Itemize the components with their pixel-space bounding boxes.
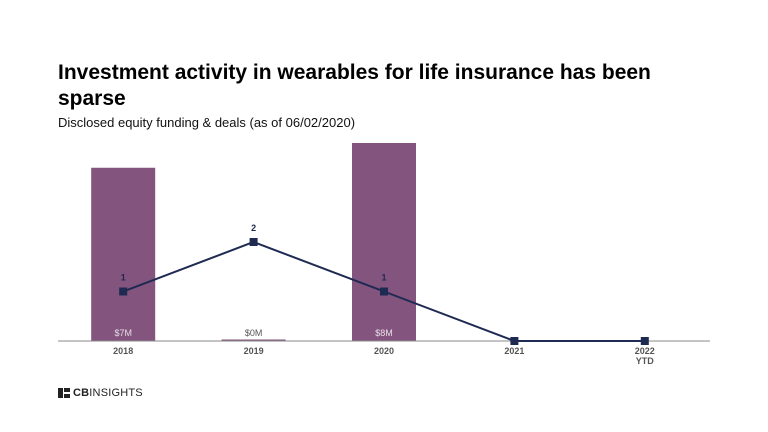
x-tick-label-0: 2018 — [113, 346, 133, 356]
deal-count-label-1: 2 — [251, 223, 256, 233]
deal-point-0 — [119, 287, 128, 296]
logo-text-bold: CB — [73, 387, 90, 399]
bar-value-label-0: $7M — [114, 328, 132, 338]
chart-subtitle: Disclosed equity funding & deals (as of … — [58, 115, 356, 130]
deal-point-3 — [510, 337, 519, 345]
x-tick-label-4: 2022 — [635, 346, 655, 356]
cbinsights-logo-icon — [58, 388, 70, 398]
deal-count-label-2: 1 — [381, 273, 386, 283]
cbinsights-logo: CB INSIGHTS — [58, 386, 143, 400]
bar-value-label-2: $8M — [375, 328, 393, 338]
bar-2 — [352, 143, 416, 341]
x-tick-label-3: 2021 — [504, 346, 524, 356]
bar-1 — [221, 339, 286, 341]
deal-count-label-0: 1 — [121, 273, 126, 283]
deal-point-1 — [249, 238, 258, 246]
x-tick-label-4-line2: YTD — [636, 356, 655, 366]
bar-value-label-1: $0M — [245, 328, 263, 338]
bar-0 — [91, 167, 156, 341]
chart-title: Investment activity in wearables for lif… — [58, 61, 651, 110]
logo-text: INSIGHTS — [89, 387, 143, 399]
x-tick-label-1: 2019 — [244, 346, 264, 356]
x-tick-label-2: 2020 — [374, 346, 394, 356]
deal-point-4 — [640, 337, 649, 345]
deal-point-2 — [380, 287, 388, 296]
